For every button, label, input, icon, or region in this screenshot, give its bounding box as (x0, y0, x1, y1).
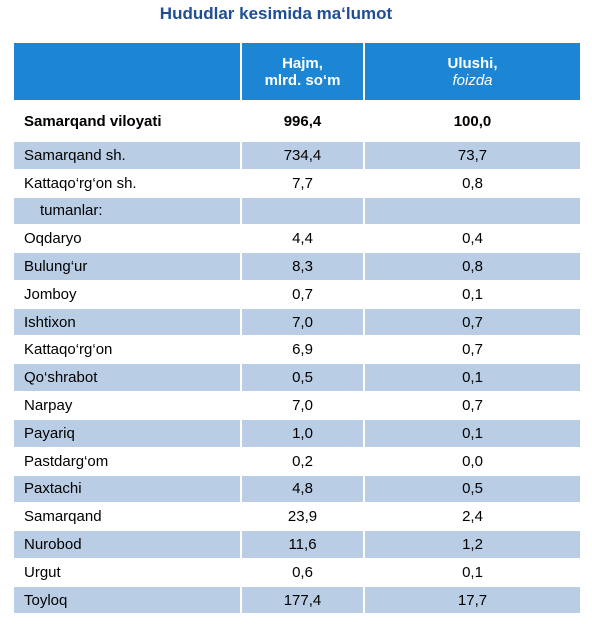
table-row: Pastdarg‘om 0,2 0,0 (14, 447, 580, 475)
table-cell: 0,7 (242, 281, 365, 308)
table-cell: 734,4 (242, 142, 365, 169)
table-cell: Narpay (14, 392, 242, 419)
table-cell: 0,4 (462, 230, 483, 248)
table-cell: 0,8 (462, 174, 483, 192)
table-row: Bulung‘ur 8,3 0,8 (14, 253, 580, 280)
table-cell: 0,7 (462, 396, 483, 414)
table-cell: 0,2 (242, 447, 365, 475)
table-cell (242, 197, 365, 225)
table-cell: 7,0 (242, 392, 365, 419)
table-cell: 0,5 (365, 475, 580, 503)
table-cell: 2,4 (462, 508, 483, 526)
table-row: Toyloq 177,4 17,7 (14, 586, 580, 614)
table-cell: 0,1 (365, 364, 580, 391)
table-cell: 0,0 (462, 452, 483, 470)
header-cell: Hajm, mlrd. so‘m (242, 43, 365, 100)
table-row: Samarqand viloyati 996,4 100,0 (14, 104, 580, 138)
table-row: Paxtachi 4,8 0,5 (14, 475, 580, 503)
table-row: Payariq 1,0 0,1 (14, 420, 580, 447)
table-cell: 1,2 (365, 531, 580, 558)
table-cell: Nurobod (14, 531, 242, 558)
table-cell: 0,1 (462, 563, 483, 581)
table-cell: Pastdarg‘om (14, 447, 242, 475)
table-row: Samarqand sh. 734,4 73,7 (14, 142, 580, 169)
table-cell: Payariq (14, 420, 242, 447)
header-cell: Ulushi, foizda (365, 43, 580, 100)
table-cell: Kattaqo‘rg‘on sh. (14, 169, 242, 197)
table-cell: 1,0 (242, 420, 365, 447)
table-cell: 17,7 (365, 586, 580, 614)
table-row: Qo‘shrabot 0,5 0,1 (14, 364, 580, 391)
table-cell: Urgut (14, 559, 242, 586)
table-cell: Bulung‘ur (14, 253, 242, 280)
table-row: Ishtixon 7,0 0,7 (14, 308, 580, 336)
table-cell: 23,9 (242, 503, 365, 530)
table-cell: 7,0 (242, 308, 365, 336)
table-cell: 4,8 (242, 475, 365, 503)
table-cell: Toyloq (14, 586, 242, 614)
table-cell: Kattaqo‘rg‘on (14, 336, 242, 364)
table-cell: 100,0 (453, 112, 492, 130)
header-text: foizda (452, 71, 493, 89)
table-row: Nurobod 11,6 1,2 (14, 531, 580, 558)
table-cell: 0,7 (365, 308, 580, 336)
table-cell: 0,6 (242, 559, 365, 586)
table-cell: Oqdaryo (14, 225, 242, 252)
table-cell: Ishtixon (14, 308, 242, 336)
table-cell: 73,7 (365, 142, 580, 169)
table-cell: 0,7 (462, 341, 483, 359)
table-row: Samarqand 23,9 2,4 (14, 503, 580, 530)
table-row: Urgut 0,6 0,1 (14, 559, 580, 586)
table-row: tumanlar: (14, 197, 580, 225)
table-cell: Jomboy (14, 281, 242, 308)
header-text: mlrd. so‘m (264, 71, 341, 89)
table-cell: tumanlar: (14, 197, 242, 225)
table-cell: 0,8 (365, 253, 580, 280)
header-text: Ulushi, (447, 54, 498, 72)
table-cell: Qo‘shrabot (14, 364, 242, 391)
table-cell: 4,4 (242, 225, 365, 252)
table-cell: 996,4 (242, 104, 365, 138)
table-row: Jomboy 0,7 0,1 (14, 281, 580, 308)
table-cell: Samarqand viloyati (14, 104, 242, 138)
table-row: Kattaqo‘rg‘on sh. 7,7 0,8 (14, 169, 580, 197)
table-cell: 0,5 (242, 364, 365, 391)
table-cell: 7,7 (242, 169, 365, 197)
table-cell: 0,1 (365, 420, 580, 447)
table-cell: Samarqand (14, 503, 242, 530)
table-cell (365, 197, 580, 225)
table-cell: Samarqand sh. (14, 142, 242, 169)
table-row: Narpay 7,0 0,7 (14, 392, 580, 419)
table-cell: 177,4 (242, 586, 365, 614)
table-cell: 8,3 (242, 253, 365, 280)
table-cell: 0,1 (462, 285, 483, 303)
table-row: Oqdaryo 4,4 0,4 (14, 225, 580, 252)
table-row: Kattaqo‘rg‘on 6,9 0,7 (14, 336, 580, 364)
table-cell: Paxtachi (14, 475, 242, 503)
table-cell: 6,9 (242, 336, 365, 364)
table-cell: 11,6 (242, 531, 365, 558)
header-text: Hajm, (282, 54, 323, 72)
header-cell (14, 43, 242, 100)
title: Hududlar kesimida ma‘lumot (159, 4, 393, 23)
header-row: Hajm, mlrd. so‘m Ulushi, foizda (14, 43, 580, 100)
